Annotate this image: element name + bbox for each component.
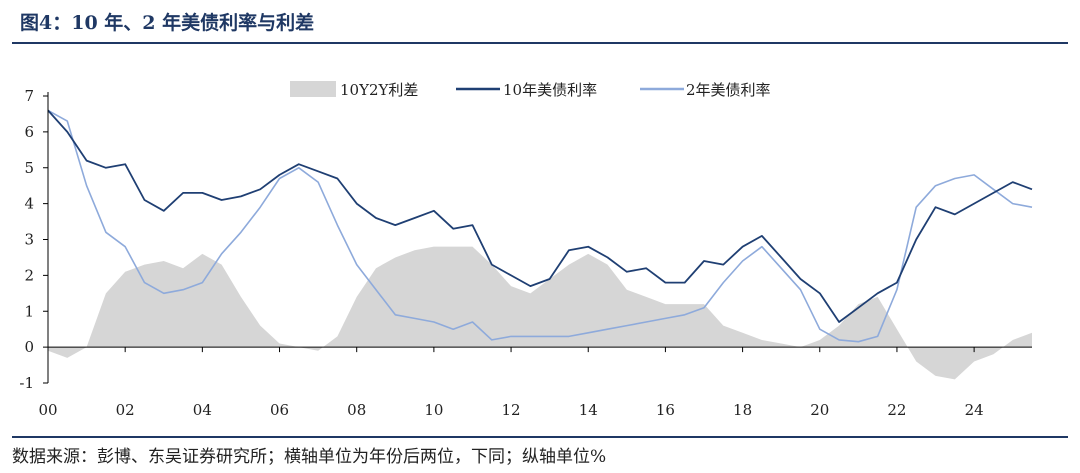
x-tick-label: 20 bbox=[810, 401, 829, 419]
chart-title: 图4：10 年、2 年美债利率与利差 bbox=[20, 12, 315, 34]
series-2y-line bbox=[47, 109, 1033, 343]
legend-label-spread: 10Y2Y利差 bbox=[340, 81, 418, 99]
x-tick-label: 14 bbox=[579, 401, 598, 419]
y-tick-label: 2 bbox=[24, 266, 34, 284]
y-tick-label: 3 bbox=[24, 231, 34, 249]
y-tick-label: 0 bbox=[24, 338, 34, 356]
x-tick-label: 04 bbox=[193, 401, 212, 419]
legend-label-2y: 2年美债利率 bbox=[686, 81, 771, 99]
x-tick-label: 08 bbox=[347, 401, 366, 419]
x-tick-label: 24 bbox=[965, 401, 984, 419]
y-tick-label: 5 bbox=[24, 159, 34, 177]
x-tick-label: 12 bbox=[502, 401, 521, 419]
legend-swatch-spread bbox=[290, 81, 336, 97]
y-tick-label: 7 bbox=[24, 87, 34, 105]
y-tick-label: 6 bbox=[24, 123, 34, 141]
x-tick-label: 02 bbox=[116, 401, 135, 419]
y-tick-label: -1 bbox=[19, 374, 34, 392]
series-10y-line bbox=[47, 109, 1033, 323]
series-spread-area bbox=[48, 246, 1032, 380]
footer-rule bbox=[12, 436, 1068, 438]
x-tick-label: 10 bbox=[424, 401, 443, 419]
x-tick-label: 00 bbox=[38, 401, 57, 419]
legend-label-10y: 10年美债利率 bbox=[503, 81, 597, 99]
y-tick-label: 1 bbox=[24, 302, 34, 320]
x-tick-label: 16 bbox=[656, 401, 675, 419]
header-rule bbox=[12, 42, 1068, 44]
y-tick-label: 4 bbox=[24, 195, 34, 213]
x-tick-label: 18 bbox=[733, 401, 752, 419]
x-tick-label: 06 bbox=[270, 401, 289, 419]
source-note: 数据来源：彭博、东吴证券研究所；横轴单位为年份后两位，下同；纵轴单位% bbox=[12, 447, 607, 467]
x-tick-label: 22 bbox=[887, 401, 906, 419]
